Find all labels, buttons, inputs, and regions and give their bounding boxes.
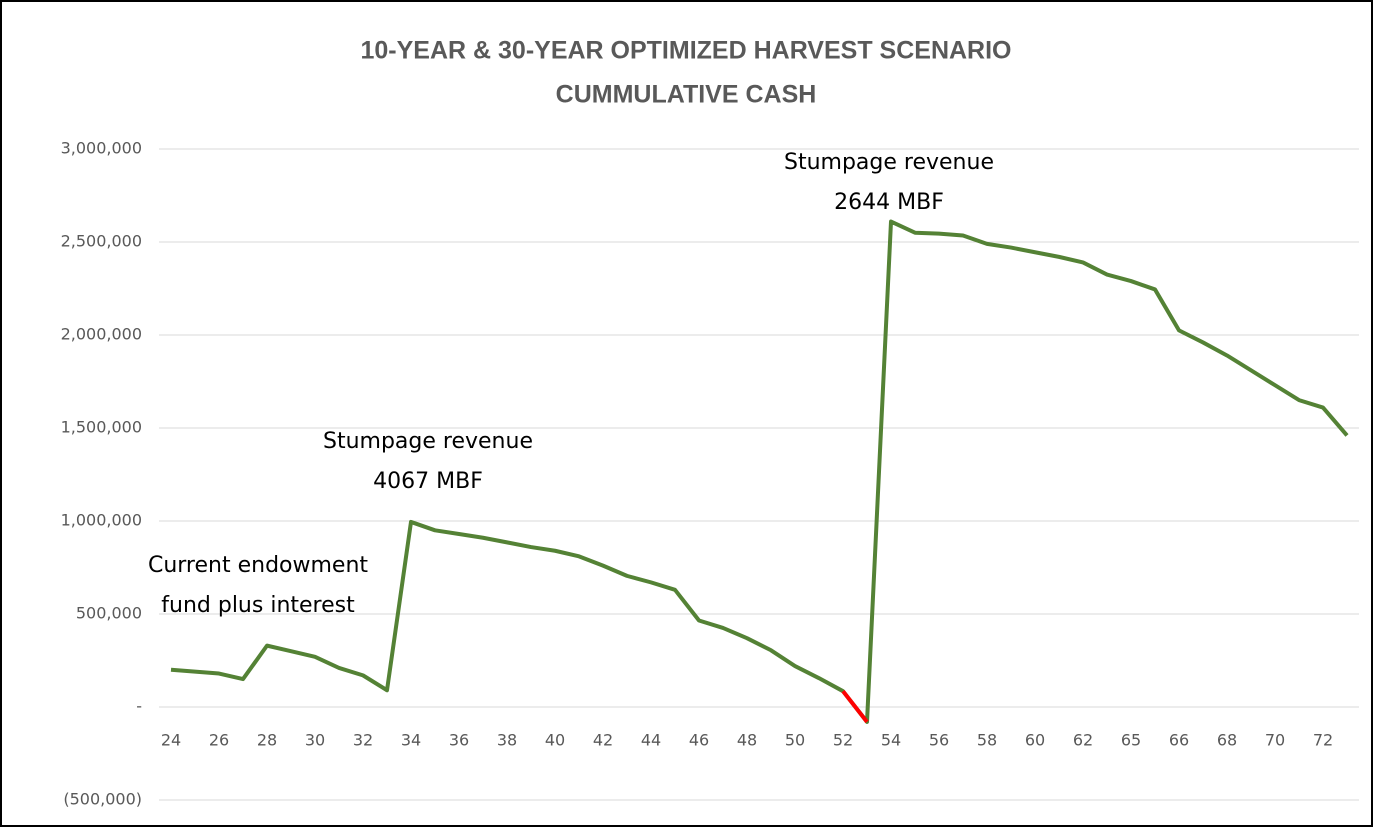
chart-title: CUMMULATIVE CASH xyxy=(556,81,817,109)
y-tick-label: 2,500,000 xyxy=(61,232,142,251)
x-tick-label: 32 xyxy=(353,731,373,750)
x-tick-label: 46 xyxy=(689,731,709,750)
x-tick-label: 56 xyxy=(929,731,949,750)
x-tick-label: 65 xyxy=(1121,731,1141,750)
x-tick-label: 24 xyxy=(161,731,181,750)
data-line xyxy=(841,689,869,724)
x-tick-label: 58 xyxy=(977,731,997,750)
x-tick-label: 48 xyxy=(737,731,757,750)
x-tick-label: 38 xyxy=(497,731,517,750)
x-tick-label: 54 xyxy=(881,731,901,750)
y-tick-label: 2,000,000 xyxy=(61,325,142,344)
annotation: 2644 MBF xyxy=(834,190,944,215)
x-tick-label: 36 xyxy=(449,731,469,750)
x-tick-label: 66 xyxy=(1169,731,1189,750)
y-tick-label: 500,000 xyxy=(76,604,142,623)
y-tick-label: 1,500,000 xyxy=(61,418,142,437)
chart-title: 10-YEAR & 30-YEAR OPTIMIZED HARVEST SCEN… xyxy=(360,37,1011,65)
annotation: fund plus interest xyxy=(161,593,355,618)
annotation: Stumpage revenue xyxy=(323,429,533,454)
x-tick-label: 68 xyxy=(1217,731,1237,750)
data-line xyxy=(170,219,1349,724)
annotation: Current endowment xyxy=(148,553,368,578)
x-tick-label: 40 xyxy=(545,731,565,750)
annotation: Stumpage revenue xyxy=(784,150,994,175)
x-tick-label: 60 xyxy=(1025,731,1045,750)
x-tick-label: 28 xyxy=(257,731,277,750)
x-tick-label: 52 xyxy=(833,731,853,750)
annotation: 4067 MBF xyxy=(373,469,483,494)
y-tick-label: - xyxy=(136,697,142,716)
x-tick-label: 26 xyxy=(209,731,229,750)
x-tick-label: 30 xyxy=(305,731,325,750)
x-tick-label: 44 xyxy=(641,731,661,750)
y-tick-label: 1,000,000 xyxy=(61,511,142,530)
x-tick-label: 62 xyxy=(1073,731,1093,750)
x-tick-label: 72 xyxy=(1313,731,1333,750)
y-tick-label: 3,000,000 xyxy=(61,139,142,158)
x-tick-label: 34 xyxy=(401,731,421,750)
y-tick-label: (500,000) xyxy=(63,790,142,809)
x-tick-label: 42 xyxy=(593,731,613,750)
x-tick-label: 50 xyxy=(785,731,805,750)
x-tick-label: 70 xyxy=(1265,731,1285,750)
